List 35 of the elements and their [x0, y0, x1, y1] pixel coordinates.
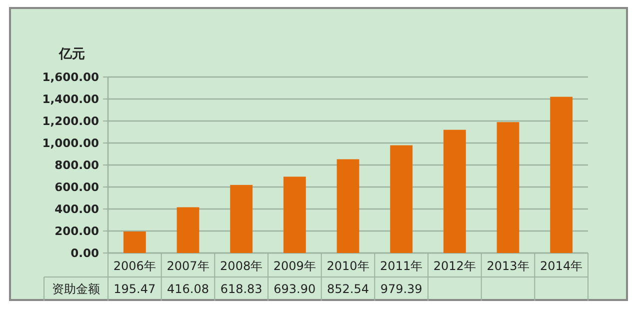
y-tick-label: 800.00	[54, 158, 99, 172]
data-label: 979.39	[380, 282, 422, 296]
y-tick-label: 1,200.00	[42, 114, 99, 128]
y-tick-label: 0.00	[70, 246, 99, 260]
data-label: 693.90	[274, 282, 316, 296]
x-tick-label: 2006年	[113, 259, 156, 273]
y-tick-label: 600.00	[54, 180, 99, 194]
data-label: 195.47	[114, 282, 156, 296]
text: 资助金额	[52, 282, 100, 296]
bar	[550, 96, 573, 253]
data-label: 618.83	[220, 282, 262, 296]
y-tick-label: 200.00	[54, 224, 99, 238]
bar	[230, 184, 253, 253]
x-tick-label: 2014年	[540, 259, 583, 273]
y-tick-label: 400.00	[54, 202, 99, 216]
y-tick-label: 1,600.00	[42, 70, 99, 84]
y-tick-label: 1,000.00	[42, 136, 99, 150]
bar	[123, 232, 146, 253]
x-tick-label: 2011年	[380, 259, 423, 273]
bar	[283, 176, 306, 253]
data-label: 852.54	[327, 282, 369, 296]
x-tick-label: 2008年	[220, 259, 263, 273]
x-tick-label: 2013年	[486, 259, 530, 273]
data-label: 416.08	[167, 282, 209, 296]
bar	[496, 122, 520, 253]
x-tick-label: 2007年	[166, 259, 210, 273]
x-tick-label: 2010年	[326, 259, 370, 273]
bar	[390, 145, 413, 253]
bar	[443, 130, 466, 253]
x-tick-label: 2009年	[273, 259, 316, 273]
bar	[336, 159, 360, 253]
x-tick-label: 2012年	[433, 259, 476, 273]
y-tick-label: 1,400.00	[42, 92, 99, 106]
bar	[176, 207, 200, 253]
y-axis-title: 亿元	[58, 47, 85, 62]
